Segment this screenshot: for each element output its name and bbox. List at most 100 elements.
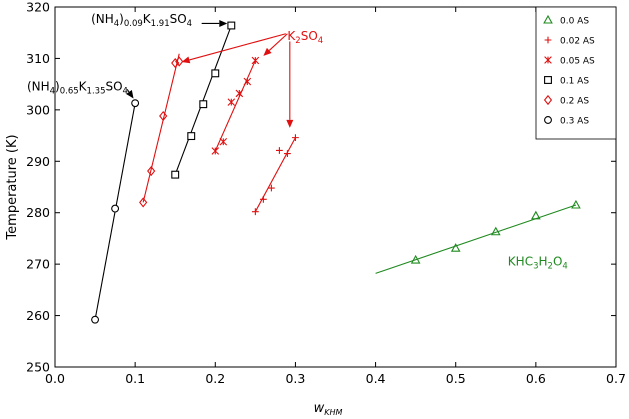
x-axis-title-main: w xyxy=(314,401,325,416)
annotation-part: KHC xyxy=(508,255,533,269)
annotation-part: 1.35 xyxy=(87,86,106,96)
data-point xyxy=(292,134,299,142)
y-tick-label: 260 xyxy=(26,308,50,323)
arrow-head xyxy=(126,89,134,99)
data-point xyxy=(111,204,120,213)
data-point xyxy=(211,69,220,78)
data-point xyxy=(276,147,283,154)
data-point xyxy=(267,184,275,192)
data-point xyxy=(187,132,196,141)
data-point xyxy=(171,57,180,69)
annotation-part: O xyxy=(553,255,562,269)
data-point xyxy=(211,147,220,155)
arrow-shaft xyxy=(268,33,288,51)
x-tick-label: 0.6 xyxy=(526,371,546,386)
data-point xyxy=(227,21,236,30)
arrow-head xyxy=(219,19,228,27)
annotation-part: (NH xyxy=(27,79,50,93)
series-line xyxy=(214,60,256,152)
annotation-part: 0.65 xyxy=(60,86,79,96)
annotation-part: 2 xyxy=(295,36,300,46)
legend-label: 0.1 AS xyxy=(560,77,589,87)
annotation-part: (NH xyxy=(91,12,114,26)
annotation-part: K xyxy=(287,29,296,43)
data-point xyxy=(171,170,180,179)
annotation-part: 4 xyxy=(50,86,55,96)
annotation-part: 1.91 xyxy=(151,19,170,29)
data-point xyxy=(235,89,244,98)
annotation-part: ) xyxy=(119,12,124,26)
data-point xyxy=(159,110,168,122)
data-point xyxy=(251,56,260,65)
y-tick-label: 270 xyxy=(26,257,50,272)
y-tick-label: 310 xyxy=(26,51,50,66)
data-point xyxy=(147,165,156,177)
legend-label: 0.05 AS xyxy=(560,57,595,67)
x-tick-label: 0.7 xyxy=(606,371,626,386)
y-tick-label: 250 xyxy=(26,360,50,375)
series-line xyxy=(375,204,577,274)
annotation-part: 2 xyxy=(548,262,553,272)
annotation-khc: KHC3H2O4 xyxy=(508,255,568,272)
data-point xyxy=(284,150,291,157)
x-tick-label: 0.0 xyxy=(45,371,65,386)
annotation-part: ) xyxy=(55,79,60,93)
x-tick-label: 0.4 xyxy=(366,371,386,386)
y-tick-label: 280 xyxy=(26,205,50,220)
x-tick-label: 0.2 xyxy=(205,371,225,386)
annotation-part: SO xyxy=(301,29,318,43)
legend-marker xyxy=(544,36,552,44)
annotation-part: 4 xyxy=(318,36,323,46)
y-tick-label: 300 xyxy=(26,102,50,117)
arrow-head xyxy=(181,56,191,64)
x-axis-title-sub: KHM xyxy=(324,408,342,417)
annotation-nh4-065: (NH4)0.65K1.35SO4 xyxy=(27,79,128,96)
plot-area xyxy=(54,6,617,368)
x-tick-label: 0.5 xyxy=(446,371,466,386)
data-point xyxy=(91,315,100,324)
series-line xyxy=(142,53,180,203)
legend-label: 0.2 AS xyxy=(560,97,589,107)
data-point xyxy=(139,197,148,208)
data-point xyxy=(410,254,421,264)
data-point xyxy=(175,56,184,67)
annotation-part: H xyxy=(539,255,548,269)
data-point xyxy=(131,99,140,108)
data-point xyxy=(531,210,541,220)
data-point xyxy=(227,98,236,106)
data-point xyxy=(450,243,461,252)
legend-marker xyxy=(544,56,552,64)
legend-label: 0.02 AS xyxy=(560,37,595,47)
annotation-part: SO xyxy=(105,79,122,93)
y-tick-label: 320 xyxy=(26,0,50,15)
legend-marker xyxy=(544,76,552,84)
data-point xyxy=(490,226,501,236)
annotation-part: 4 xyxy=(187,19,192,29)
legend-label: 0.0 AS xyxy=(560,17,589,27)
arrow-head xyxy=(286,119,294,128)
data-point xyxy=(219,137,228,146)
x-tick-label: 0.3 xyxy=(285,371,305,386)
data-point xyxy=(199,100,208,109)
annotation-nh4-009: (NH4)0.09K1.91SO4 xyxy=(91,12,192,29)
data-points xyxy=(91,21,581,324)
legend-label: 0.3 AS xyxy=(560,117,589,127)
annotation-part: 4 xyxy=(114,19,119,29)
arrow-shaft xyxy=(189,33,286,61)
ticks: 0.0 0.1 0.2 0.3 0.4 0.5 0.6 0.7 250 260 270 280 290 3… xyxy=(26,0,626,386)
data-point xyxy=(571,199,581,209)
annotation-part: SO xyxy=(170,12,187,26)
annotation-part: 4 xyxy=(123,86,128,96)
data-point xyxy=(259,195,267,203)
series-line xyxy=(174,25,232,175)
arrow-shaft xyxy=(126,88,130,93)
y-tick-label: 290 xyxy=(26,154,50,169)
annotation-part: K xyxy=(143,12,152,26)
annotation-part: 3 xyxy=(533,262,538,272)
legend: 0.0 AS 0.02 AS 0.05 AS 0.1 AS 0.2 AS 0.3 AS xyxy=(535,6,617,140)
legend-marker xyxy=(543,14,553,24)
x-axis-title: wKHM xyxy=(314,401,343,417)
data-point xyxy=(243,77,252,86)
annotation-part: 0.09 xyxy=(124,19,143,29)
